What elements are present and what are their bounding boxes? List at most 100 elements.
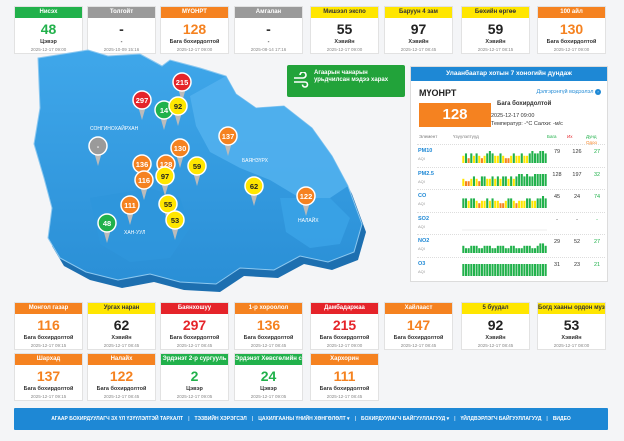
station-name: Баянхошуу	[161, 303, 228, 314]
map-marker[interactable]: -	[88, 136, 108, 166]
pollutant-value-min: 79	[553, 149, 561, 155]
details-link-label: Дэлгэрэнгүй мэдээлэл	[536, 89, 594, 95]
map-region-nalaikh[interactable]	[280, 198, 350, 248]
station-name: Баруун 4 зам	[385, 7, 452, 18]
pollutant-bar	[518, 248, 521, 253]
pollutant-bar	[462, 245, 465, 253]
pollutant-value-min: 45	[553, 194, 561, 200]
station-card[interactable]: Эрдэнэт Хөвсгөлийн сан 24 Цэвэр 2025-12-17 …	[234, 353, 303, 401]
map-marker-circle	[97, 213, 117, 233]
map-region-bayanzurkh[interactable]	[190, 76, 348, 198]
station-card[interactable]: 5 буудал 92 Хэвийн 2025-12-17 08:45	[461, 302, 530, 350]
header-now: Одоо	[586, 140, 598, 145]
map-marker[interactable]: 97	[155, 166, 175, 196]
map-marker[interactable]: 111	[120, 195, 140, 225]
map-marker[interactable]: 48	[97, 213, 117, 243]
station-card[interactable]: Хархорин 111 Бага бохирдолтой 2025-12-17 08…	[310, 353, 379, 401]
pollutant-bar	[531, 151, 534, 163]
footer-nav-item[interactable]: АГААР БОХИРДУУЛАГЧ ЗХ ҮЛ ҮЗҮҮЛЭЛТЭЙ ТАРХ…	[51, 416, 184, 422]
pollutant-bar	[510, 198, 513, 208]
pollutant-name: PM2.5	[418, 170, 434, 177]
station-name: Монгол газар	[15, 303, 82, 314]
map-marker[interactable]: 137	[218, 126, 238, 156]
pollutant-bar	[496, 175, 499, 186]
header-indicator: Үзүүлэлтүүд	[453, 134, 479, 139]
map-marker-circle	[165, 210, 185, 230]
pollutant-bar	[499, 245, 502, 253]
map-marker-value: 59	[193, 162, 201, 171]
map-marker-circle	[158, 194, 178, 214]
pollutant-bar	[544, 173, 547, 186]
station-time: 2025-12-17 09:15	[30, 343, 67, 348]
map-marker[interactable]: 116	[134, 170, 154, 200]
station-name: МҮОНРТ	[161, 7, 228, 18]
map-marker[interactable]: 130	[170, 138, 190, 168]
pollutant-bar	[464, 198, 468, 208]
pollution-forecast-button[interactable]: Агаарын чанарын урьдчилсан мэдээ харах	[287, 65, 405, 97]
station-card[interactable]: Нисэх 48 Цэвэр 2025-12-17 09:00	[14, 6, 83, 54]
pollutant-value-max: 197	[572, 171, 582, 178]
station-card[interactable]: Эрдэнэт 2-р сургууль 2 Цэвэр 2025-12-17 09:…	[160, 353, 229, 401]
map-marker[interactable]: 62	[244, 176, 264, 206]
station-card[interactable]: Хайлааст 147 Бага бохирдолтой 2025-12-17 08…	[384, 302, 453, 350]
pollutant-bar	[536, 173, 539, 186]
pollutant-bar	[539, 151, 542, 163]
pollutant-bar	[539, 173, 542, 186]
footer-nav-item[interactable]: ВИДЕО	[552, 416, 571, 422]
footer-nav-item[interactable]: ТЭЗВИЙН ХЭРЭГСЭЛ	[194, 416, 247, 422]
station-card[interactable]: 1-р хороолол 136 Бага бохирдолтой 2025-12-1…	[234, 302, 303, 350]
station-card[interactable]: Баруун 4 зам 97 Хэвийн 2025-12-17 08:45	[384, 6, 453, 54]
station-aqi: 48	[40, 21, 57, 37]
station-card[interactable]: 100 айл 130 Бага бохирдолтой 2025-12-17 09:…	[537, 6, 606, 54]
pollutant-bar	[526, 155, 529, 163]
map-marker[interactable]: 59	[187, 156, 207, 186]
pollutant-bar	[478, 180, 481, 186]
station-card[interactable]: Дамбадаржаа 215 Бага бохирдолтой 2025-12-17…	[310, 302, 379, 350]
station-card[interactable]: Монгол газар 116 Бага бохирдолтой 2025-12-1…	[14, 302, 83, 350]
pollutant-value-avg: 32	[593, 171, 601, 178]
map-marker[interactable]: 215	[172, 72, 192, 102]
map-marker[interactable]: 122	[296, 186, 316, 216]
pollutant-bar	[488, 151, 491, 163]
station-card[interactable]: Шархад 137 Бага бохирдолтой 2025-12-17 09:1…	[14, 353, 83, 401]
map-marker[interactable]: 92	[168, 96, 188, 126]
pollutant-bar	[462, 198, 465, 208]
station-card[interactable]: Мишээл экспо 55 Хэвийн 2025-12-17 09:00	[310, 6, 379, 54]
station-card[interactable]: Богд хааны ордон музей 53 Хэвийн 2025-12-17…	[537, 302, 606, 350]
station-card[interactable]: Ургах наран 62 Хэвийн 2025-12-17 08:45	[87, 302, 156, 350]
map-marker-circle	[244, 176, 264, 196]
map-marker[interactable]: 53	[165, 210, 185, 240]
station-name: Эрдэнэт Хөвсгөлийн сан	[235, 354, 302, 365]
footer-nav-item[interactable]: ЦАХИЛГААНЫ ҮНИЙН ХӨНГӨЛӨЛТ ▾	[258, 416, 350, 422]
footer-nav-item[interactable]: БОХИРДУУЛАГЧ БАЙГУУЛЛАГУУД ▾	[360, 416, 450, 422]
pollutant-bar	[512, 200, 515, 208]
ulaanbaatar-map[interactable]: СОНГИНОХАЙРХАН БАЯНЗҮРХ ХАН-УУЛ НАЛАЙХ 2…	[30, 48, 390, 306]
station-time: 2025-12-17 08:15	[477, 47, 514, 52]
station-card[interactable]: Амгалан - - 2025-08-14 17:16	[234, 6, 303, 54]
station-name: Толгойт	[88, 7, 155, 18]
station-time: 2025-12-17 08:45	[400, 343, 437, 348]
map-marker-circle	[218, 126, 238, 146]
map-marker-value: 215	[176, 78, 189, 87]
station-name: Эрдэнэт 2-р сургууль	[161, 354, 228, 365]
station-card[interactable]: Налайх 122 Бага бохирдолтой 2025-12-17 08:4…	[87, 353, 156, 401]
station-status: Бага бохирдолтой	[546, 39, 597, 45]
footer-separator: |	[188, 416, 190, 422]
station-card[interactable]: МҮОНРТ 128 Бага бохирдолтой 2025-12-17 09:0…	[160, 6, 229, 54]
pollutant-bar	[534, 153, 537, 163]
pollutant-bars	[462, 229, 547, 230]
station-card[interactable]: Толгойт - - 2025-10-09 15:16	[87, 6, 156, 54]
pollutant-bars	[462, 196, 547, 208]
station-card[interactable]: Баянхошуу 297 Бага бохирдолтой 2025-12-17 0…	[160, 302, 229, 350]
pollutant-bar	[486, 198, 489, 208]
map-marker-circle	[170, 138, 190, 158]
map-marker[interactable]: 297	[132, 90, 152, 120]
forecast-station: МҮОНРТ	[419, 88, 457, 98]
station-status: Хэвийн	[334, 39, 355, 45]
station-aqi: 136	[256, 317, 281, 333]
details-link[interactable]: Дэлгэрэнгүй мэдээлэл ›	[536, 89, 601, 95]
footer-nav-item[interactable]: ҮЙЛДВЭРЛЭГЧ БАЙГУУЛЛАГУУД	[460, 416, 542, 422]
station-status: -	[267, 39, 270, 45]
pollutant-bar	[518, 200, 521, 208]
station-card[interactable]: Бөхийн өргөө 59 Хэвийн 2025-12-17 08:15	[461, 6, 530, 54]
